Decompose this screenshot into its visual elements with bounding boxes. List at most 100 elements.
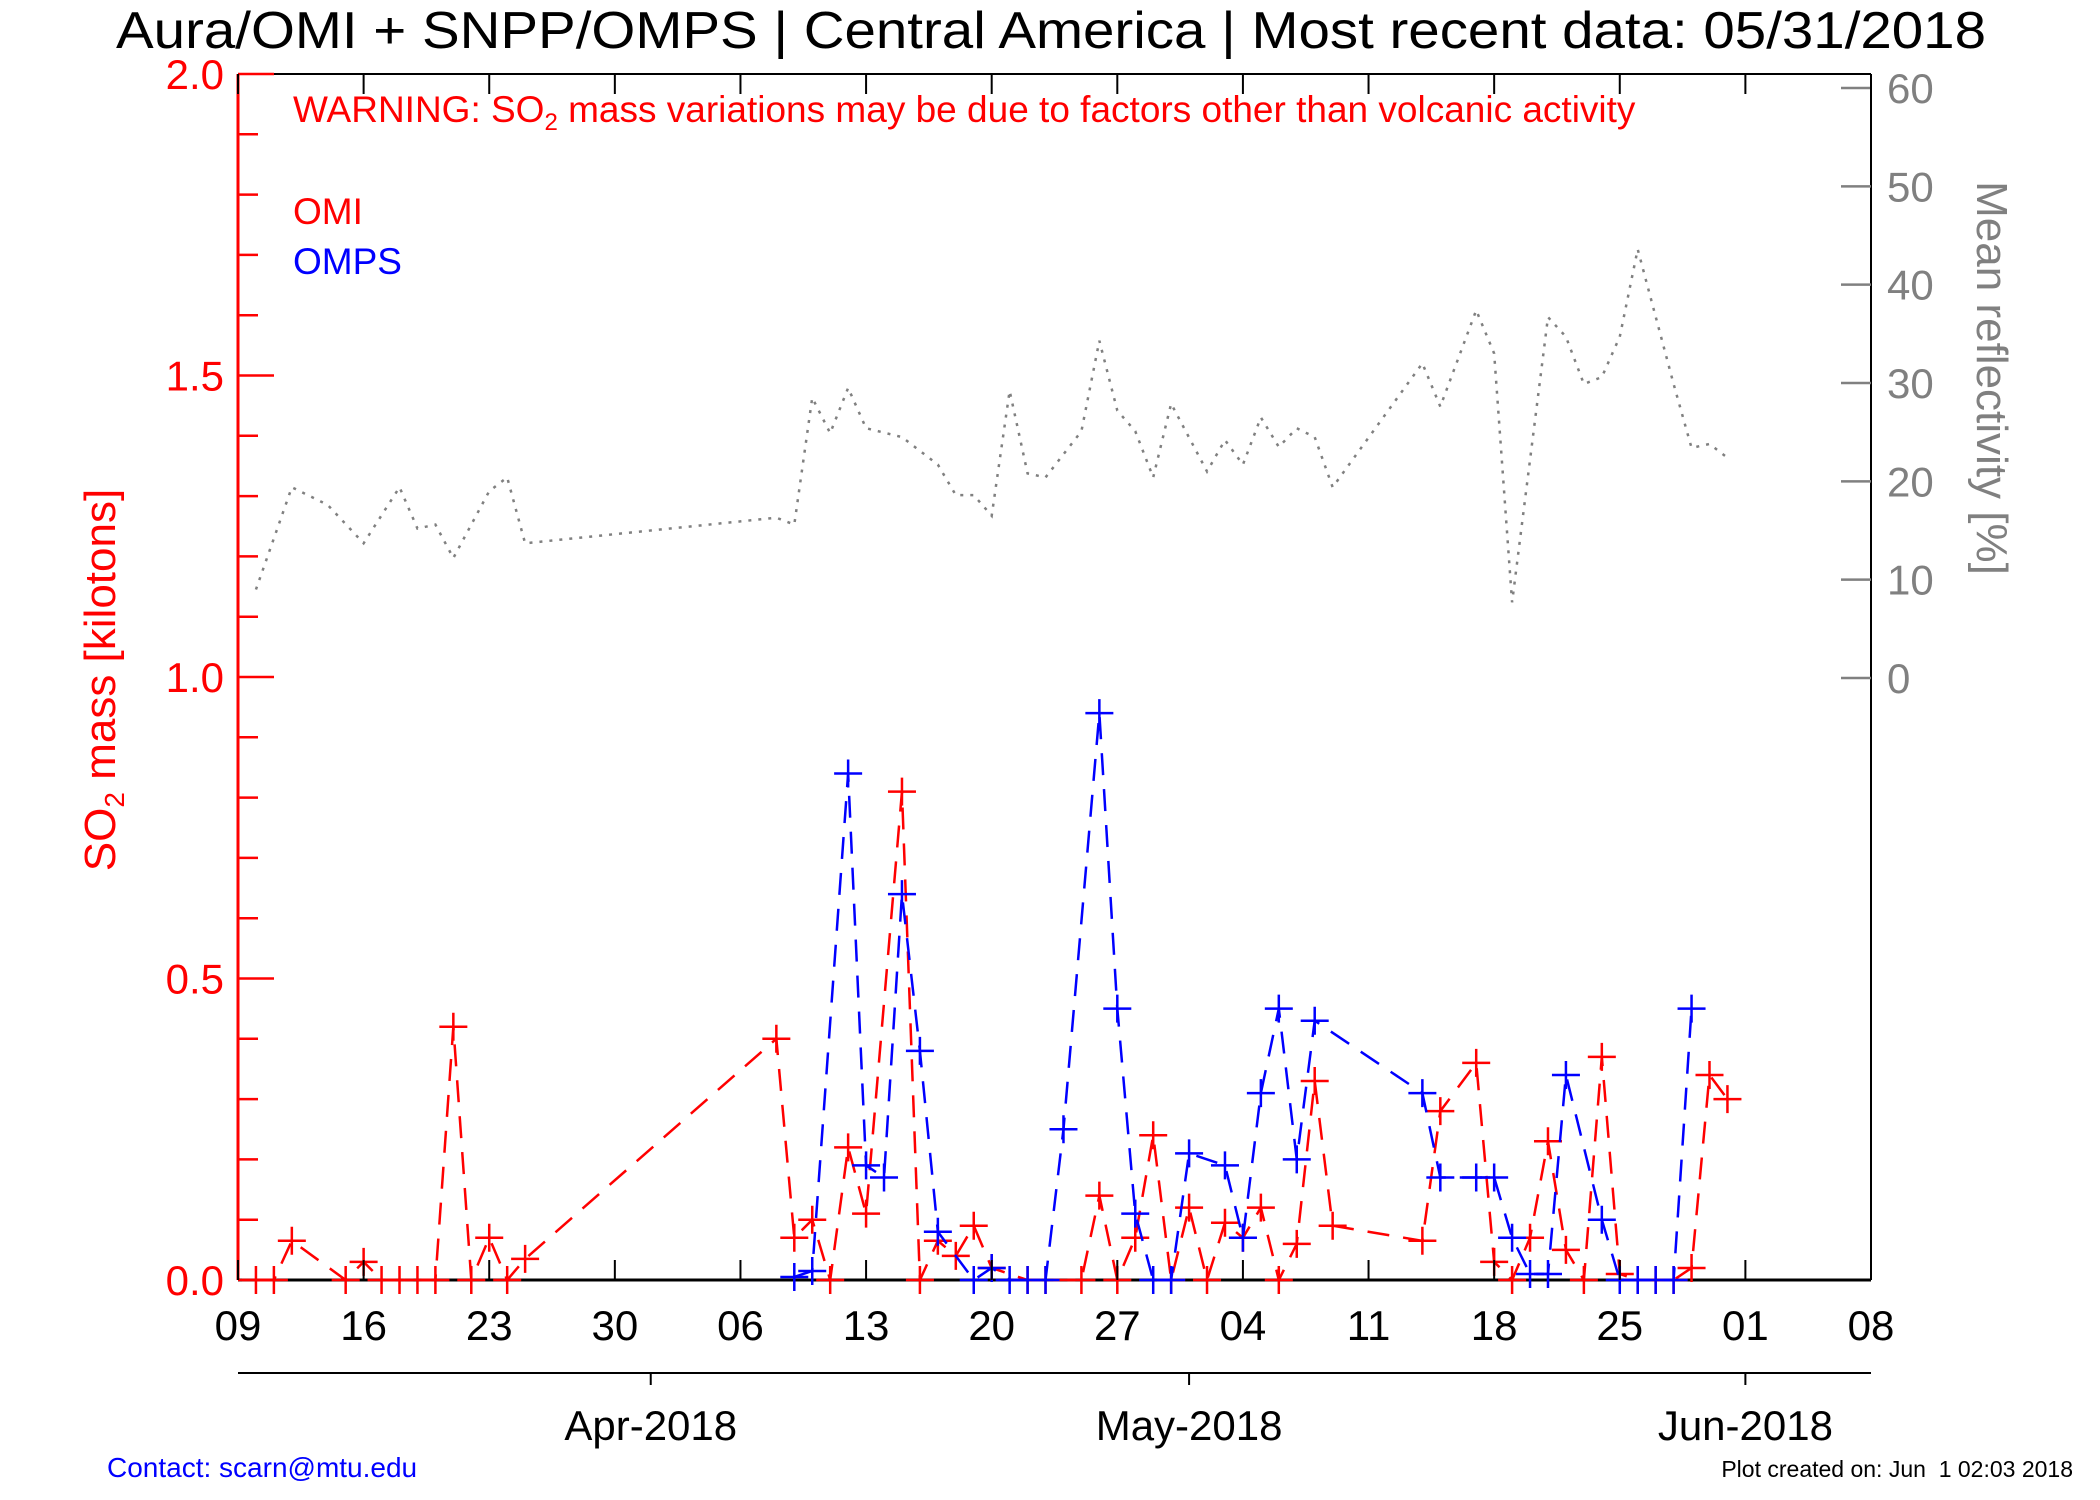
omi-data-point: [1695, 1060, 1724, 1089]
omi-data-point: [1264, 1266, 1293, 1294]
omi-data-point: [277, 1226, 306, 1255]
omi-data-point: [959, 1211, 988, 1240]
omi-data-point: [457, 1266, 486, 1294]
y-tick-label: 1.0: [166, 654, 224, 701]
omps-data-point: [1426, 1163, 1455, 1192]
omps-data-point: [1282, 1145, 1311, 1174]
omps-data-point: [1103, 994, 1132, 1023]
omps-data-point: [1246, 1079, 1275, 1108]
omps-data-point: [905, 1036, 934, 1065]
omi-data-point: [439, 1012, 468, 1041]
legend-omi: OMI: [293, 191, 363, 232]
omi-data-point: [1318, 1211, 1347, 1240]
x-tick-label: 08: [1848, 1302, 1895, 1349]
omi-data-point: [1193, 1266, 1222, 1294]
x-tick-label: 20: [968, 1302, 1015, 1349]
omps-data-point: [1210, 1151, 1239, 1180]
x-tick-label: 01: [1722, 1302, 1769, 1349]
axes: [236, 73, 1872, 1374]
omps-data-point: [1085, 699, 1114, 728]
omps-data-point: [887, 880, 916, 909]
omi-data-point: [421, 1266, 450, 1294]
omi-data-point: [1569, 1266, 1598, 1294]
y2-tick-label: 40: [1887, 262, 1934, 309]
x-tick-label: 09: [215, 1302, 262, 1349]
omi-data-point: [798, 1205, 827, 1234]
series-layer: [241, 248, 1742, 1294]
omps-data-point: [1157, 1266, 1186, 1294]
omi-data-point: [493, 1266, 522, 1294]
omi-data-point: [511, 1244, 540, 1273]
omps-data-point: [1659, 1266, 1688, 1294]
omi-data-point: [1175, 1193, 1204, 1222]
omps-data-point: [852, 1151, 881, 1180]
warning-prefix: WARNING: SO: [293, 89, 544, 130]
omi-data-point: [1426, 1097, 1455, 1126]
omps-data-point: [1408, 1079, 1437, 1108]
month-tick-label: Jun-2018: [1658, 1402, 1833, 1449]
x-tick-label: 23: [466, 1302, 513, 1349]
omps-data-point: [1175, 1139, 1204, 1168]
ylabel-subscript: 2: [99, 792, 130, 808]
omi-data-point: [1462, 1048, 1491, 1077]
omi-data-point: [1713, 1085, 1742, 1114]
y2-tick-label: 60: [1887, 65, 1934, 112]
x-tick-label: 16: [340, 1302, 387, 1349]
y-tick-label: 1.5: [166, 353, 224, 400]
y2-tick-label: 0: [1887, 655, 1910, 702]
omi-data-point: [1300, 1067, 1329, 1096]
plot-created-text: Plot created on: Jun 1 02:03 2018: [1721, 1456, 2073, 1482]
omps-data-point: [870, 1163, 899, 1192]
omps-data-point: [923, 1217, 952, 1246]
x-tick-label: 27: [1094, 1302, 1141, 1349]
omps-data-point: [1480, 1163, 1509, 1192]
omi-data-point: [1246, 1193, 1275, 1222]
omi-data-point: [1139, 1121, 1168, 1150]
omi-data-point: [852, 1199, 881, 1228]
omi-data-point: [331, 1266, 360, 1294]
omi-series-line: [255, 791, 1729, 1285]
omi-data-point: [1121, 1223, 1150, 1252]
y2-tick-label: 20: [1887, 458, 1934, 505]
omps-data-point: [1533, 1259, 1562, 1288]
omps-data-point: [1498, 1223, 1527, 1252]
omps-data-point: [1121, 1199, 1150, 1228]
contact-link[interactable]: Contact: scarn@mtu.edu: [107, 1452, 417, 1483]
y2-tick-label: 30: [1887, 360, 1934, 407]
y2-tick-label: 10: [1887, 557, 1934, 604]
month-tick-label: May-2018: [1096, 1402, 1283, 1449]
omi-data-point: [1067, 1266, 1096, 1294]
omps-data-point: [834, 759, 863, 788]
omps-data-point: [798, 1256, 827, 1285]
y-tick-label: 0.5: [166, 956, 224, 1003]
omps-data-point: [1031, 1266, 1060, 1294]
warning-text: WARNING: SO2 mass variations may be due …: [293, 89, 1636, 136]
omi-data-point: [1533, 1127, 1562, 1156]
warning-subscript: 2: [544, 109, 557, 136]
x-tick-label: 04: [1220, 1302, 1267, 1349]
x-tick-label: 13: [843, 1302, 890, 1349]
x-tick-label: 30: [591, 1302, 638, 1349]
warning-suffix: mass variations may be due to factors ot…: [558, 89, 1636, 130]
omps-data-point: [1049, 1115, 1078, 1144]
x-tick-label: 06: [717, 1302, 764, 1349]
y-axis-label: SO2 mass [kilotons]: [76, 489, 130, 871]
omi-data-point: [1587, 1042, 1616, 1071]
omi-data-point: [780, 1223, 809, 1252]
omps-series-line: [793, 713, 1693, 1282]
omi-data-point: [887, 777, 916, 806]
omi-data-point: [834, 1133, 863, 1162]
omi-data-point: [1408, 1226, 1437, 1255]
omps-data-point: [1228, 1223, 1257, 1252]
y-tick-label: 2.0: [166, 51, 224, 98]
omi-data-point: [816, 1266, 845, 1294]
y2-tick-label: 50: [1887, 163, 1934, 210]
chart-title: Aura/OMI + SNPP/OMPS | Central America |…: [116, 2, 1986, 60]
omi-data-point: [1551, 1235, 1580, 1264]
omi-data-point: [1085, 1181, 1114, 1210]
month-tick-label: Apr-2018: [564, 1402, 737, 1449]
omi-data-point: [1498, 1266, 1527, 1294]
y2-axis-label: Mean reflectivity [%]: [1967, 181, 2016, 575]
